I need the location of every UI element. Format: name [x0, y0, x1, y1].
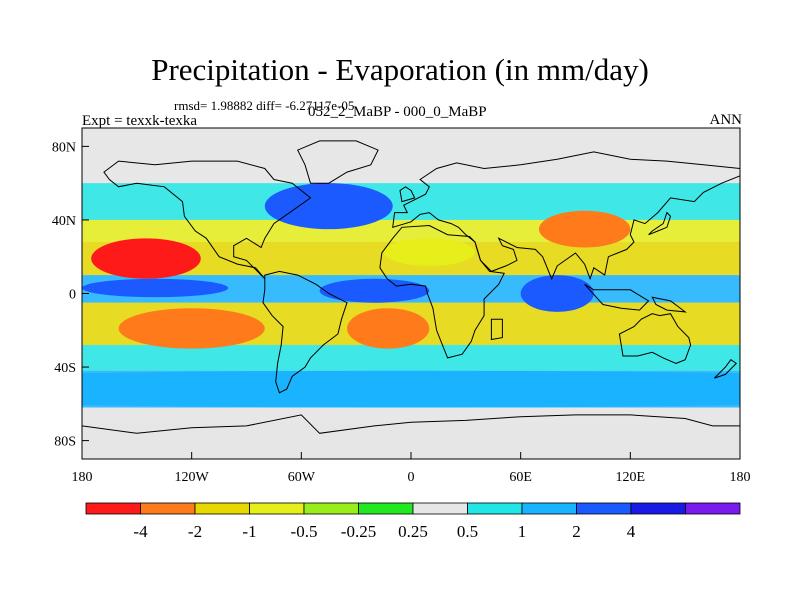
map-field — [82, 128, 740, 459]
region-indian-ocean-wet — [520, 275, 594, 312]
coastline-uk — [399, 186, 416, 203]
colorbar-swatch — [303, 502, 359, 515]
colorbar-swatch — [630, 502, 686, 515]
coastline-new-guinea — [651, 296, 687, 313]
chart-title: Precipitation - Evaporation (in mm/day) — [151, 52, 649, 87]
region-equatorial-atlantic-wet — [319, 278, 430, 303]
colorbar-label: -2 — [188, 522, 202, 541]
colorbar-label: -0.25 — [341, 522, 376, 541]
colorbar-label: 4 — [627, 522, 636, 541]
region-asia-dry — [538, 210, 631, 248]
colorbar-swatch — [521, 502, 577, 515]
region-north-atlantic-wet — [264, 183, 393, 230]
y-tick-label: 80S — [54, 435, 76, 450]
coastline-japan — [648, 211, 672, 236]
region-south-atlantic-dry — [347, 308, 430, 349]
colorbar-swatch — [85, 502, 141, 515]
zonal-band — [82, 344, 740, 371]
colorbar-label: 2 — [572, 522, 581, 541]
zonal-band — [82, 128, 740, 184]
colorbar-label: 0.5 — [457, 522, 478, 541]
x-tick-label: 60E — [509, 470, 532, 485]
season-label: ANN — [709, 112, 743, 128]
region-equatorial-pacific-wet — [82, 278, 229, 298]
region-north-pacific-subtropical-dry — [91, 238, 201, 279]
x-tick-label: 180 — [730, 470, 751, 485]
region-antarctica — [82, 422, 740, 459]
x-tick-label: 120E — [616, 470, 646, 485]
x-tick-label: 120W — [175, 470, 210, 485]
x-tick-label: 60W — [288, 470, 316, 485]
colorbar-swatch — [358, 502, 414, 515]
colorbar-label: -4 — [133, 522, 148, 541]
region-south-pacific-dry — [118, 308, 265, 349]
coastline-indonesia — [584, 283, 650, 311]
colorbar-label: -0.5 — [291, 522, 318, 541]
stats-line: rmsd= 1.98882 diff= -6.27117e-05 — [174, 98, 355, 113]
colorbar-swatch — [576, 502, 632, 515]
coastline-south-america — [262, 270, 348, 394]
coastline-australia — [618, 313, 692, 364]
coastline-greenland — [297, 140, 379, 184]
colorbar-swatch — [249, 502, 305, 515]
x-tick-label: 180 — [72, 470, 93, 485]
experiments-label: 052_2_MaBP - 000_0_MaBP — [308, 104, 487, 120]
coastline-madagascar — [490, 318, 503, 341]
y-tick-label: 80N — [52, 140, 76, 155]
colorbar-label: 0.25 — [398, 522, 428, 541]
region-southern-ocean-wet — [82, 370, 740, 408]
zonal-band — [82, 219, 740, 243]
coastline-new-zealand — [714, 359, 738, 379]
experiment-label: Expt = texxk-texka — [82, 113, 198, 129]
colorbar-swatch — [685, 502, 741, 515]
colorbar-label: 1 — [518, 522, 527, 541]
x-tick-label: 0 — [408, 470, 415, 485]
y-tick-label: 40S — [54, 361, 76, 376]
coastline-antarctica — [82, 414, 740, 434]
y-tick-label: 0 — [69, 288, 76, 303]
colorbar-label: -1 — [242, 522, 256, 541]
colorbar-swatch — [412, 502, 468, 515]
colorbar-swatch — [140, 502, 196, 515]
colorbar-swatch — [467, 502, 523, 515]
coastline-africa — [379, 224, 505, 359]
coastline-north-america — [103, 160, 312, 280]
y-tick-label: 40N — [52, 214, 76, 229]
region-sahara-dry — [383, 238, 475, 266]
colorbar-swatch — [194, 502, 250, 515]
